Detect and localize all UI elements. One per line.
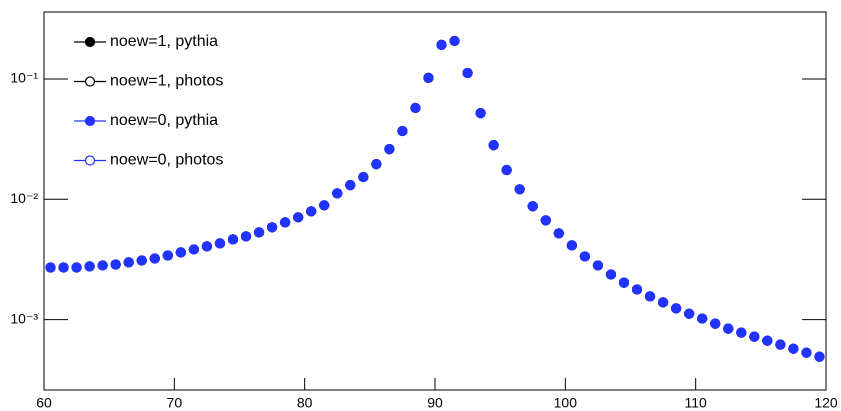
y-tick-label: 10⁻¹	[10, 70, 38, 86]
data-point	[240, 231, 252, 242]
x-tick-label: 100	[554, 395, 578, 411]
data-point	[775, 339, 786, 350]
x-tick-label: 90	[427, 395, 443, 411]
data-point	[579, 251, 590, 262]
data-point	[697, 313, 708, 324]
data-point	[319, 200, 330, 211]
x-tick-label: 60	[36, 395, 52, 411]
data-point	[358, 171, 369, 183]
legend-marker	[84, 155, 96, 166]
data-point	[58, 262, 69, 273]
data-point	[657, 297, 669, 308]
x-tick-label: 110	[685, 395, 708, 411]
data-point	[710, 318, 721, 329]
data-point	[45, 262, 56, 273]
legend-label: noew=1, photos	[110, 73, 223, 90]
data-point	[306, 206, 317, 217]
data-point	[553, 228, 564, 239]
data-point	[371, 159, 382, 170]
data-point	[97, 260, 108, 271]
data-point	[188, 244, 199, 255]
data-point	[749, 331, 760, 342]
data-point	[423, 72, 434, 84]
data-point	[527, 201, 538, 212]
data-point	[801, 347, 812, 358]
data-point	[436, 39, 447, 50]
data-point	[462, 67, 473, 79]
legend-marker	[84, 36, 96, 48]
data-point	[814, 351, 825, 362]
data-point	[644, 291, 656, 302]
data-point	[514, 184, 525, 195]
legend-marker	[84, 115, 96, 127]
legend-label: noew=0, pythia	[110, 112, 218, 129]
data-point	[566, 240, 577, 251]
plot-frame	[43, 11, 827, 391]
data-point	[214, 238, 226, 249]
legend-marker	[84, 76, 96, 87]
data-point	[175, 247, 186, 258]
data-point	[592, 260, 604, 271]
data-point	[280, 217, 291, 228]
data-point	[684, 308, 695, 319]
data-point	[201, 241, 213, 252]
data-point	[762, 335, 773, 346]
data-point	[149, 253, 160, 264]
data-point	[227, 234, 239, 245]
data-point	[136, 255, 147, 266]
x-tick-label: 120	[814, 395, 838, 411]
legend-label: noew=1, pythia	[110, 33, 218, 50]
legend-label: noew=0, photos	[110, 152, 223, 169]
data-point	[605, 269, 617, 280]
data-point	[110, 259, 121, 270]
data-point	[540, 215, 551, 226]
data-point	[266, 222, 278, 233]
data-point	[71, 262, 82, 273]
data-point	[162, 250, 173, 261]
data-point	[618, 277, 630, 288]
y-tick-label: 10⁻²	[10, 190, 38, 206]
data-point	[488, 139, 499, 151]
data-point	[501, 164, 512, 176]
data-point	[293, 212, 304, 223]
data-point	[788, 343, 799, 354]
data-point	[397, 125, 408, 137]
data-point	[84, 261, 95, 272]
data-point	[736, 327, 747, 338]
y-tick-label: 10⁻³	[10, 310, 38, 326]
data-point	[332, 188, 343, 199]
data-point	[384, 144, 395, 155]
data-point	[449, 35, 460, 47]
data-point	[671, 303, 682, 314]
data-point	[410, 102, 421, 114]
data-point	[123, 257, 134, 268]
data-point	[723, 323, 734, 334]
data-point	[345, 180, 356, 191]
data-point	[475, 108, 486, 119]
data-point	[253, 227, 265, 238]
x-tick-label: 70	[167, 395, 183, 411]
x-tick-label: 80	[297, 395, 313, 411]
data-point	[631, 284, 643, 295]
